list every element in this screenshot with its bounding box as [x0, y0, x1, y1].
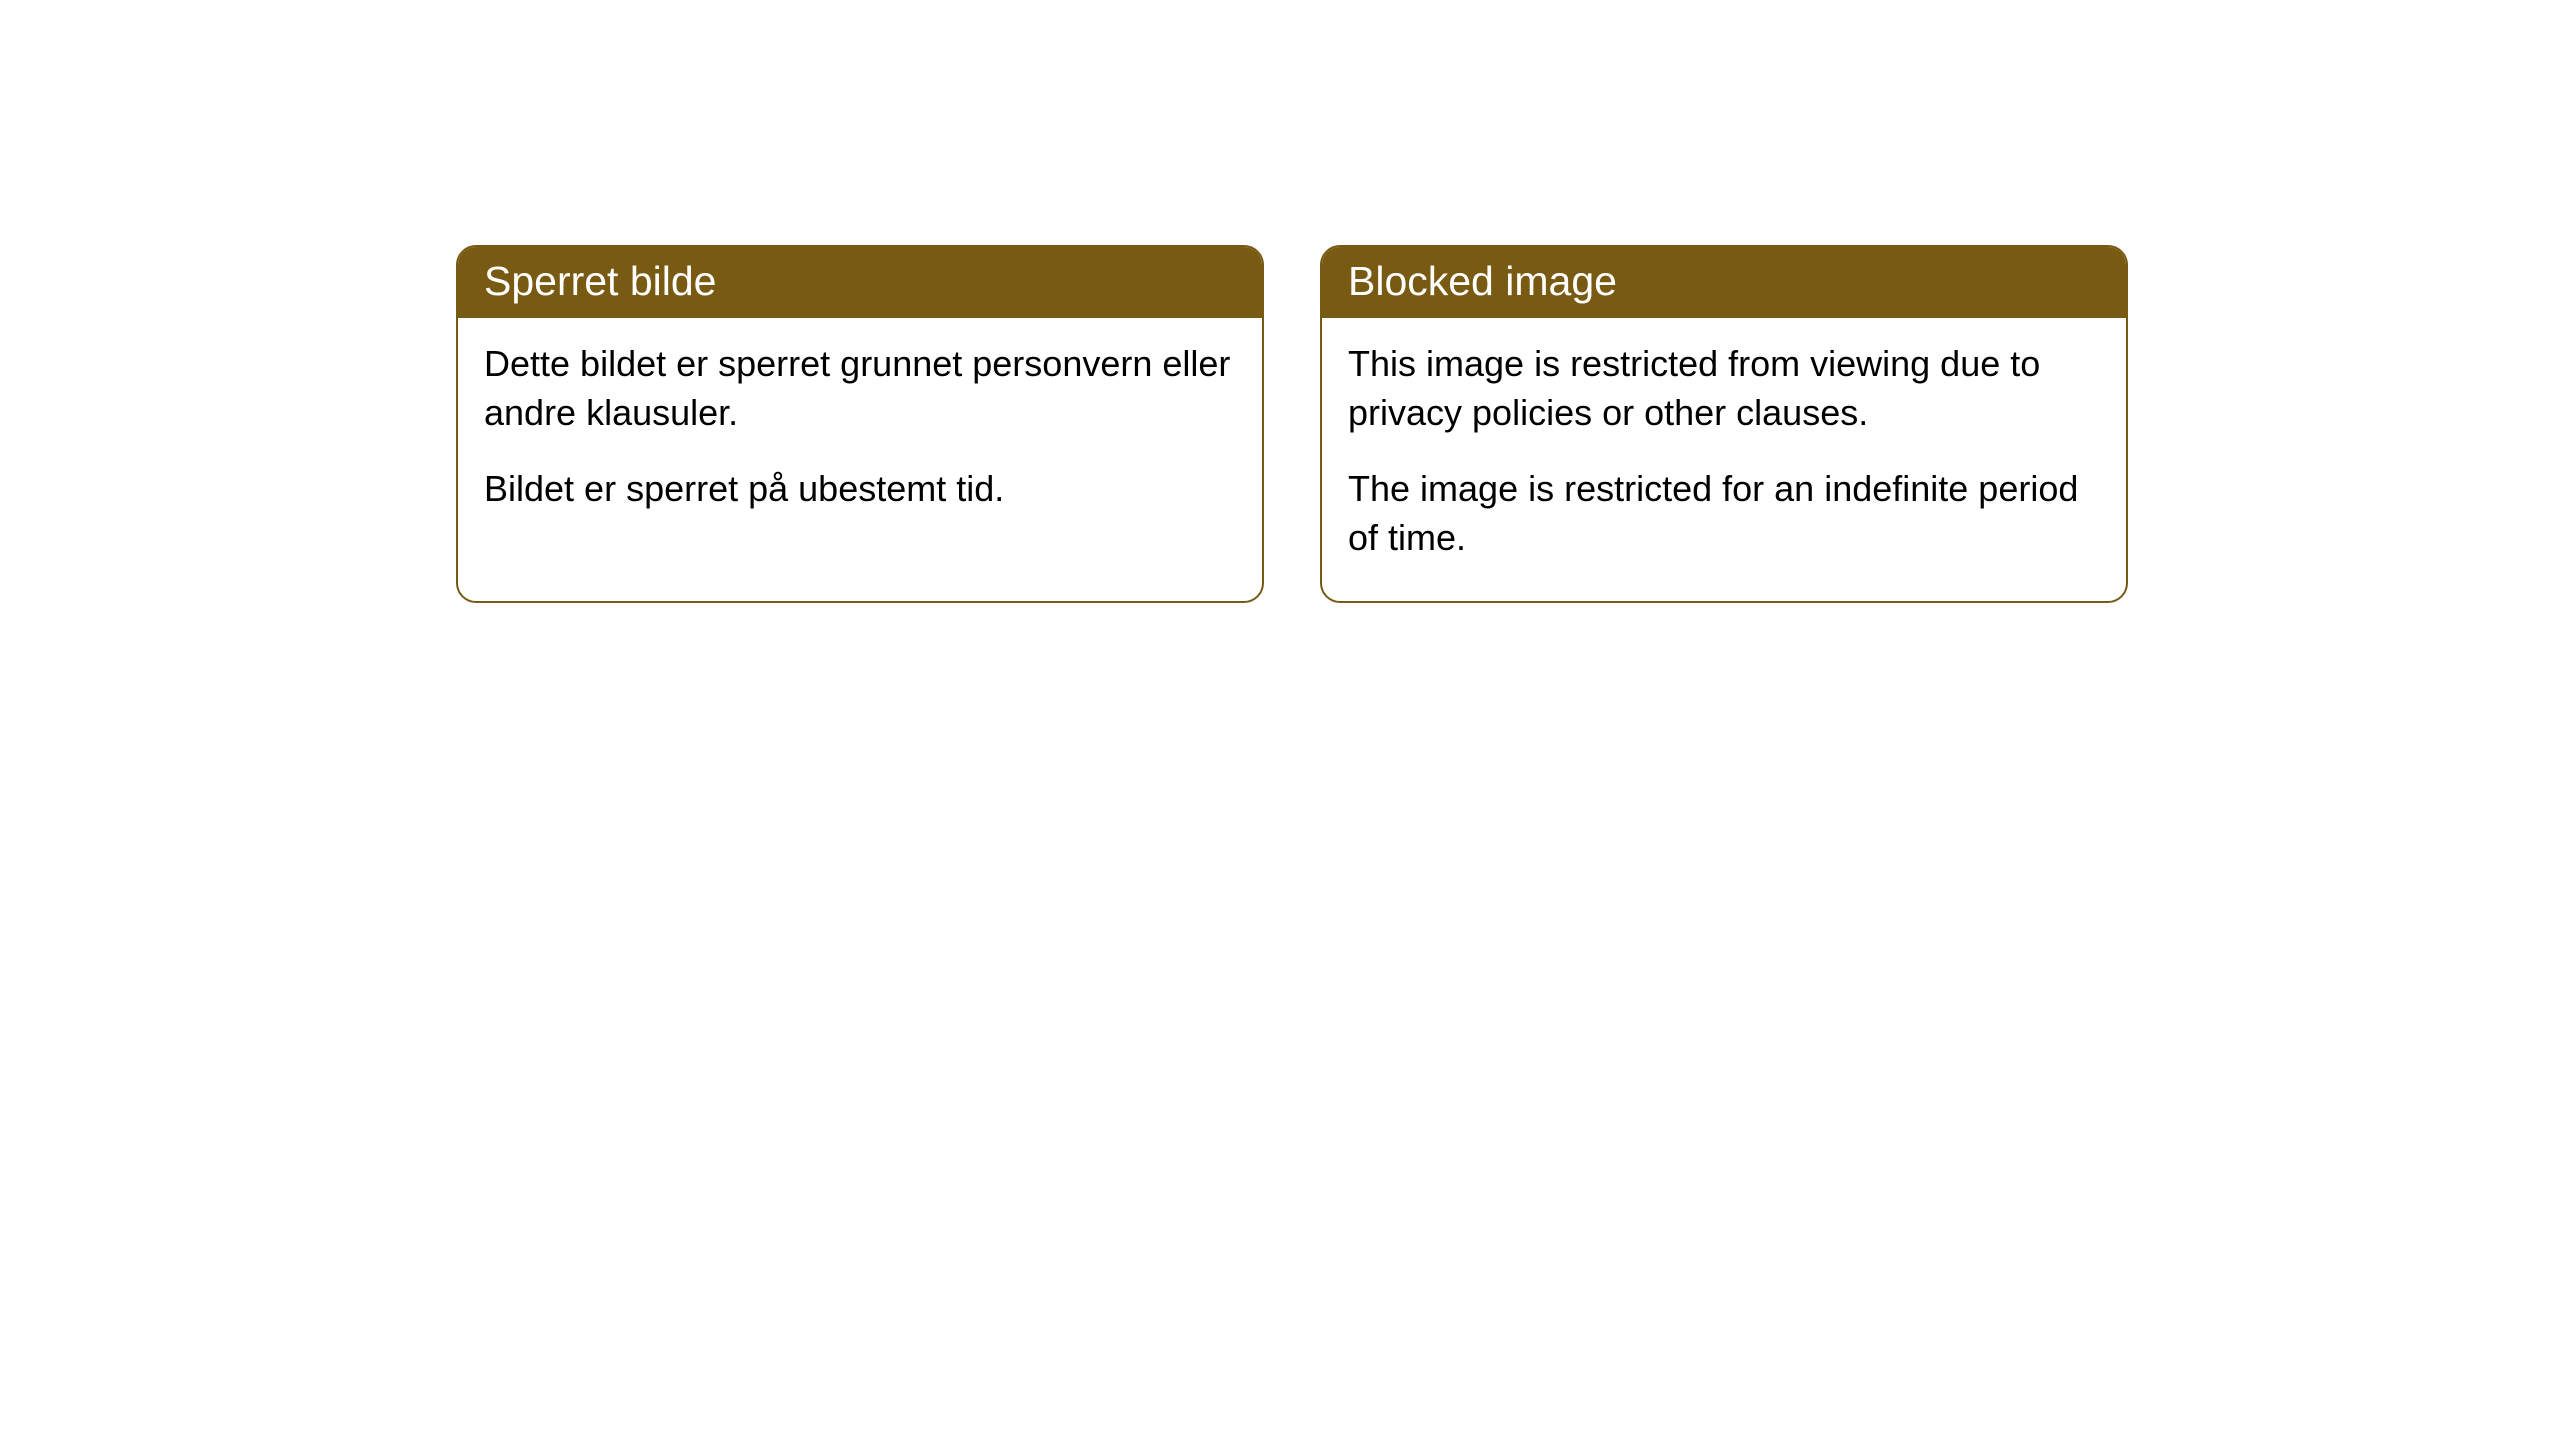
notice-card-title: Blocked image	[1322, 247, 2126, 318]
notice-card-body: This image is restricted from viewing du…	[1322, 318, 2126, 600]
notice-card-title: Sperret bilde	[458, 247, 1262, 318]
notice-card-english: Blocked image This image is restricted f…	[1320, 245, 2128, 603]
notice-card-norwegian: Sperret bilde Dette bildet er sperret gr…	[456, 245, 1264, 603]
notice-card-body: Dette bildet er sperret grunnet personve…	[458, 318, 1262, 552]
notice-paragraph: Dette bildet er sperret grunnet personve…	[484, 340, 1236, 437]
notice-paragraph: Bildet er sperret på ubestemt tid.	[484, 465, 1236, 514]
notice-cards-container: Sperret bilde Dette bildet er sperret gr…	[456, 245, 2128, 603]
notice-paragraph: This image is restricted from viewing du…	[1348, 340, 2100, 437]
notice-paragraph: The image is restricted for an indefinit…	[1348, 465, 2100, 562]
